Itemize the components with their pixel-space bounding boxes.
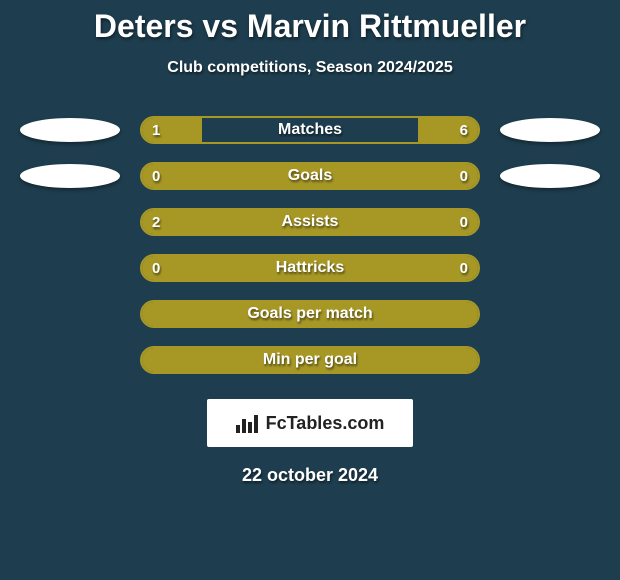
stat-row: Goals per match <box>0 291 620 337</box>
stat-bar-left-fill <box>142 348 478 372</box>
page-title: Deters vs Marvin Rittmueller <box>0 0 620 45</box>
avatar-placeholder <box>20 118 120 142</box>
left-avatar-slot <box>20 302 120 326</box>
avatar-placeholder <box>500 164 600 188</box>
stat-bar-left-fill <box>142 302 478 326</box>
left-avatar-slot <box>20 118 120 142</box>
left-avatar-slot <box>20 256 120 280</box>
stat-bar: Matches16 <box>140 116 480 144</box>
stat-bar-right-fill <box>418 118 478 142</box>
stat-row: Assists20 <box>0 199 620 245</box>
bar-chart-icon <box>236 413 260 433</box>
avatar-placeholder <box>20 164 120 188</box>
right-avatar-slot <box>500 118 600 142</box>
right-avatar-slot <box>500 164 600 188</box>
stat-bar-left-fill <box>142 210 411 234</box>
stat-bar-right-fill <box>411 210 478 234</box>
stat-bar: Assists20 <box>140 208 480 236</box>
left-avatar-slot <box>20 164 120 188</box>
avatar-placeholder <box>500 118 600 142</box>
left-avatar-slot <box>20 210 120 234</box>
stat-bar-left-fill <box>142 164 478 188</box>
stat-bar-left-fill <box>142 256 478 280</box>
right-avatar-slot <box>500 210 600 234</box>
stat-row: Matches16 <box>0 107 620 153</box>
right-avatar-slot <box>500 256 600 280</box>
date-text: 22 october 2024 <box>0 465 620 486</box>
right-avatar-slot <box>500 302 600 326</box>
branding-text: FcTables.com <box>266 413 385 434</box>
branding-badge: FcTables.com <box>207 399 413 447</box>
stat-row: Min per goal <box>0 337 620 383</box>
stat-bar: Goals00 <box>140 162 480 190</box>
stat-row: Goals00 <box>0 153 620 199</box>
left-avatar-slot <box>20 348 120 372</box>
stat-bar: Min per goal <box>140 346 480 374</box>
stat-row: Hattricks00 <box>0 245 620 291</box>
stats-container: Matches16 Goals00 Assists20 Hattricks00 Goal… <box>0 107 620 383</box>
stat-bar-left-fill <box>142 118 202 142</box>
stat-bar: Hattricks00 <box>140 254 480 282</box>
stat-bar: Goals per match <box>140 300 480 328</box>
right-avatar-slot <box>500 348 600 372</box>
page-subtitle: Club competitions, Season 2024/2025 <box>0 59 620 77</box>
